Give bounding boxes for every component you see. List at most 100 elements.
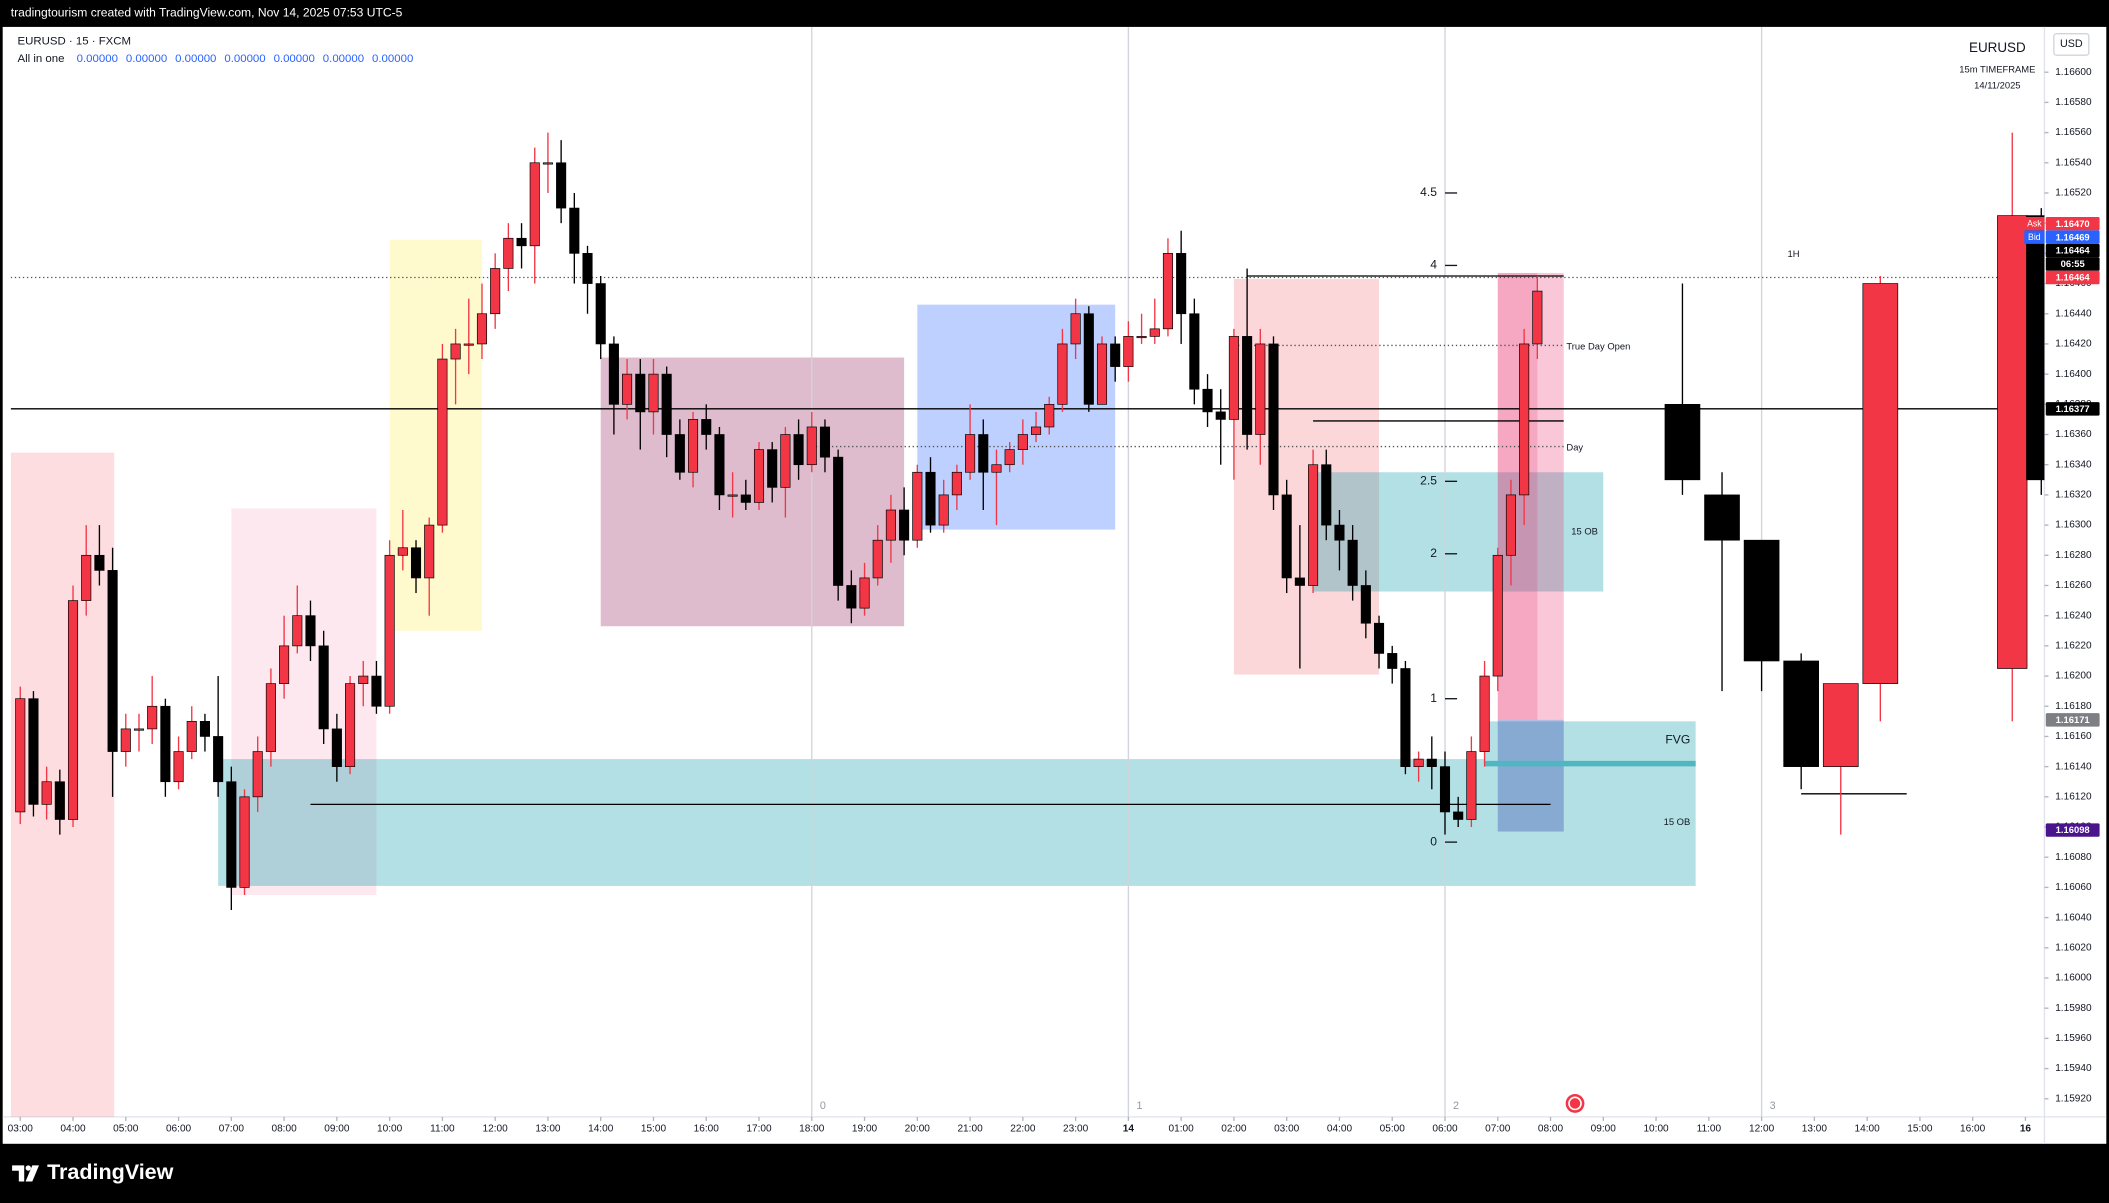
x-tick-label: 10:00 xyxy=(1643,1124,1669,1135)
candle-body xyxy=(292,615,303,647)
candle-body xyxy=(345,683,356,767)
zone-label: FVG xyxy=(1665,732,1690,746)
candle-body xyxy=(1110,343,1121,367)
y-tick-label: 1.16540 xyxy=(2055,157,2092,168)
price-tag-label: 1.16377 xyxy=(2056,403,2090,414)
candle-body xyxy=(516,237,527,247)
candle-body xyxy=(120,728,131,752)
candle-body xyxy=(1413,758,1424,767)
y-tick-label: 1.16340 xyxy=(2055,459,2092,470)
session-label: 1 xyxy=(1136,1100,1142,1112)
indicator-value: 0.00000 xyxy=(126,53,167,65)
candle-body xyxy=(1255,343,1266,435)
candle-body xyxy=(1096,343,1108,405)
candle-body xyxy=(133,728,145,731)
price-tag xyxy=(2045,823,2100,837)
x-tick-label: 13:00 xyxy=(1802,1124,1828,1135)
candle-body xyxy=(727,494,738,497)
x-tick-label: 14 xyxy=(1123,1124,1135,1135)
candle-body xyxy=(556,162,567,209)
candle-body xyxy=(978,434,989,473)
x-tick-label: 16 xyxy=(2020,1124,2032,1135)
candle-body xyxy=(1044,403,1055,428)
candle-body xyxy=(608,343,619,405)
candle-body xyxy=(1017,434,1028,450)
candle-body xyxy=(1057,343,1068,405)
price-tag xyxy=(2045,243,2100,258)
x-tick-label: 19:00 xyxy=(852,1124,878,1135)
candle-body xyxy=(305,615,316,647)
candle-body xyxy=(424,524,435,579)
zone xyxy=(1497,272,1538,720)
candle-body xyxy=(199,721,210,737)
y-tick-label: 1.15960 xyxy=(2055,1033,2092,1044)
candle-body xyxy=(1215,411,1226,420)
indicator-value: 0.00000 xyxy=(77,53,118,65)
candle-body xyxy=(1466,751,1477,820)
candle-body xyxy=(331,728,342,767)
y-tick-label: 1.16520 xyxy=(2055,188,2092,199)
x-tick-label: 07:00 xyxy=(219,1124,245,1135)
zone xyxy=(917,304,1116,530)
candle-body xyxy=(28,698,39,805)
watermark-text: 14/11/2025 xyxy=(1974,80,2020,91)
price-tag xyxy=(2045,713,2100,727)
indicator-value: 0.00000 xyxy=(224,53,265,65)
candle-body xyxy=(1743,539,1780,662)
candle-body xyxy=(701,419,712,435)
y-tick-label: 1.15920 xyxy=(2055,1093,2092,1104)
candle-body xyxy=(569,207,580,254)
y-tick-label: 1.16580 xyxy=(2055,97,2092,108)
candle-body xyxy=(358,675,369,684)
candle-body xyxy=(371,675,382,707)
candle-body xyxy=(450,343,461,360)
candle-body xyxy=(819,426,831,458)
currency-box[interactable] xyxy=(2053,32,2090,56)
candle-body xyxy=(1294,577,1305,586)
x-tick-label: 03:00 xyxy=(1274,1124,1300,1135)
x-tick-label: 14:00 xyxy=(588,1124,614,1135)
x-tick-label: 04:00 xyxy=(60,1124,86,1135)
candle-body xyxy=(67,600,79,820)
candle-body xyxy=(912,471,923,541)
candle-body xyxy=(688,419,699,473)
watermark-text: EURUSD xyxy=(1969,40,2026,55)
candle-body xyxy=(1070,313,1081,345)
candle-body xyxy=(1664,403,1701,481)
y-tick-label: 1.16300 xyxy=(2055,520,2092,531)
currency[interactable]: USD xyxy=(2060,38,2083,50)
candle-body xyxy=(648,373,659,413)
x-tick-label: 08:00 xyxy=(1538,1124,1564,1135)
candle-body xyxy=(767,449,778,488)
candle-body xyxy=(1242,336,1253,435)
x-tick-label: 05:00 xyxy=(1380,1124,1406,1135)
zone-label: 15 OB xyxy=(1664,816,1691,827)
header: tradingtourism created with TradingView.… xyxy=(11,6,403,20)
y-tick-label: 1.16320 xyxy=(2055,490,2092,501)
y-tick-label: 1.16120 xyxy=(2055,791,2092,802)
footer-logo xyxy=(12,1165,40,1182)
x-tick-label: 11:00 xyxy=(430,1124,455,1135)
x-tick-label: 14:00 xyxy=(1855,1124,1881,1135)
candle-body xyxy=(1083,313,1094,405)
footer-brand: TradingView xyxy=(47,1160,174,1184)
candle-body xyxy=(94,554,105,571)
candle-body xyxy=(397,547,408,556)
candle-body xyxy=(1202,388,1213,413)
price-tag-label: 1.16098 xyxy=(2056,824,2090,835)
symbol-line: EURUSD · 15 · FXCM xyxy=(17,36,131,48)
y-tick-label: 1.16060 xyxy=(2055,882,2092,893)
price-tag-name: Bid xyxy=(2028,232,2041,242)
candle-body xyxy=(1268,343,1279,496)
price-tag-name-box xyxy=(2024,230,2045,244)
indicator-name: All in one xyxy=(17,53,64,65)
price-tag-label: 06:55 xyxy=(2061,258,2085,269)
candle-body xyxy=(463,343,474,346)
x-tick-label: 12:00 xyxy=(1749,1124,1775,1135)
candle-body xyxy=(147,705,158,730)
candle-body xyxy=(1505,494,1516,556)
candle-body xyxy=(160,705,171,783)
candle-body xyxy=(1308,464,1319,586)
zone xyxy=(389,239,482,631)
x-tick-label: 08:00 xyxy=(271,1124,297,1135)
